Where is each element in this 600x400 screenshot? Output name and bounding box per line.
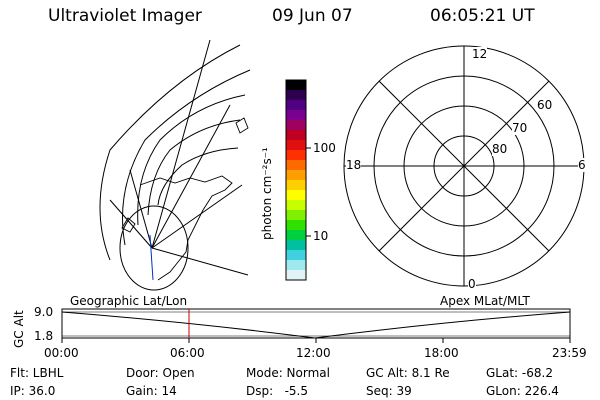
mlt-label-18: 18 [346, 158, 362, 172]
color-bar-band [286, 100, 306, 111]
color-bar-band [286, 90, 306, 101]
color-bar-band [286, 190, 306, 201]
x-tick-label-0: 00:00 [44, 346, 79, 360]
altitude-plot [61, 308, 571, 343]
color-bar-label-100: 100 [313, 141, 336, 155]
x-tick-label-2: 12:00 [296, 346, 331, 360]
color-bar-band [286, 130, 306, 141]
date-label: 09 Jun 07 [272, 6, 353, 26]
altitude-plot-frame [61, 308, 571, 339]
color-bar-band [286, 150, 306, 161]
color-bar-band [286, 260, 306, 271]
altitude-curve [61, 311, 571, 339]
dsp-status: Dsp: -5.5 [246, 384, 309, 398]
seq-status: Seq: 39 [366, 384, 412, 398]
color-bar-band [286, 110, 306, 121]
color-bar-band [286, 170, 306, 181]
mode-status: Mode: Normal [246, 366, 330, 380]
ip-status: IP: 36.0 [10, 384, 56, 398]
gc-alt-status: GC Alt: 8.1 Re [366, 366, 450, 380]
glat-status: GLat: -68.2 [486, 366, 553, 380]
color-bar-band [286, 230, 306, 241]
polar-grid [343, 45, 585, 287]
mlt-label-0: 0 [468, 277, 476, 291]
color-bar-band [286, 210, 306, 221]
altitude-tick-bottom: 1.8 [34, 329, 54, 343]
x-tick-label-1: 06:00 [170, 346, 205, 360]
color-bar-band [286, 80, 306, 91]
geographic-map [99, 39, 251, 291]
color-bar-band [286, 160, 306, 171]
filter-status: Flt: LBHL [10, 366, 64, 380]
geographic-title: Geographic Lat/Lon [70, 294, 188, 308]
mlat-label-80: 80 [492, 142, 508, 156]
color-bar-band [286, 270, 306, 281]
color-bar-band [286, 220, 306, 231]
altitude-tick-top: 9.0 [34, 305, 54, 319]
mlt-label-6: 6 [578, 158, 586, 172]
color-bar-band [286, 180, 306, 191]
mlat-label-60: 60 [537, 98, 553, 112]
color-bar-label-10: 10 [313, 229, 329, 243]
altitude-axis-label: GC Alt [12, 310, 26, 348]
color-bar-band [286, 240, 306, 251]
x-tick-marks [61, 338, 571, 343]
color-bar-frame [285, 79, 307, 281]
instrument-title: Ultraviolet Imager [48, 6, 202, 26]
apex-title: Apex MLat/MLT [440, 294, 530, 308]
color-bar-band [286, 140, 306, 151]
color-bar-band [286, 200, 306, 211]
color-bar [286, 80, 306, 281]
x-tick-label-3: 18:00 [424, 346, 459, 360]
mlt-label-12: 12 [472, 47, 488, 61]
time-label: 06:05:21 UT [430, 6, 535, 26]
door-status: Door: Open [126, 366, 195, 380]
mlat-label-70: 70 [512, 121, 528, 135]
color-bar-unit-label: photon cm⁻²s⁻¹ [260, 147, 274, 240]
glon-status: GLon: 226.4 [486, 384, 559, 398]
color-bar-band [286, 120, 306, 131]
gain-status: Gain: 14 [126, 384, 177, 398]
color-bar-band [286, 250, 306, 261]
x-tick-label-4: 23:59 [552, 346, 587, 360]
